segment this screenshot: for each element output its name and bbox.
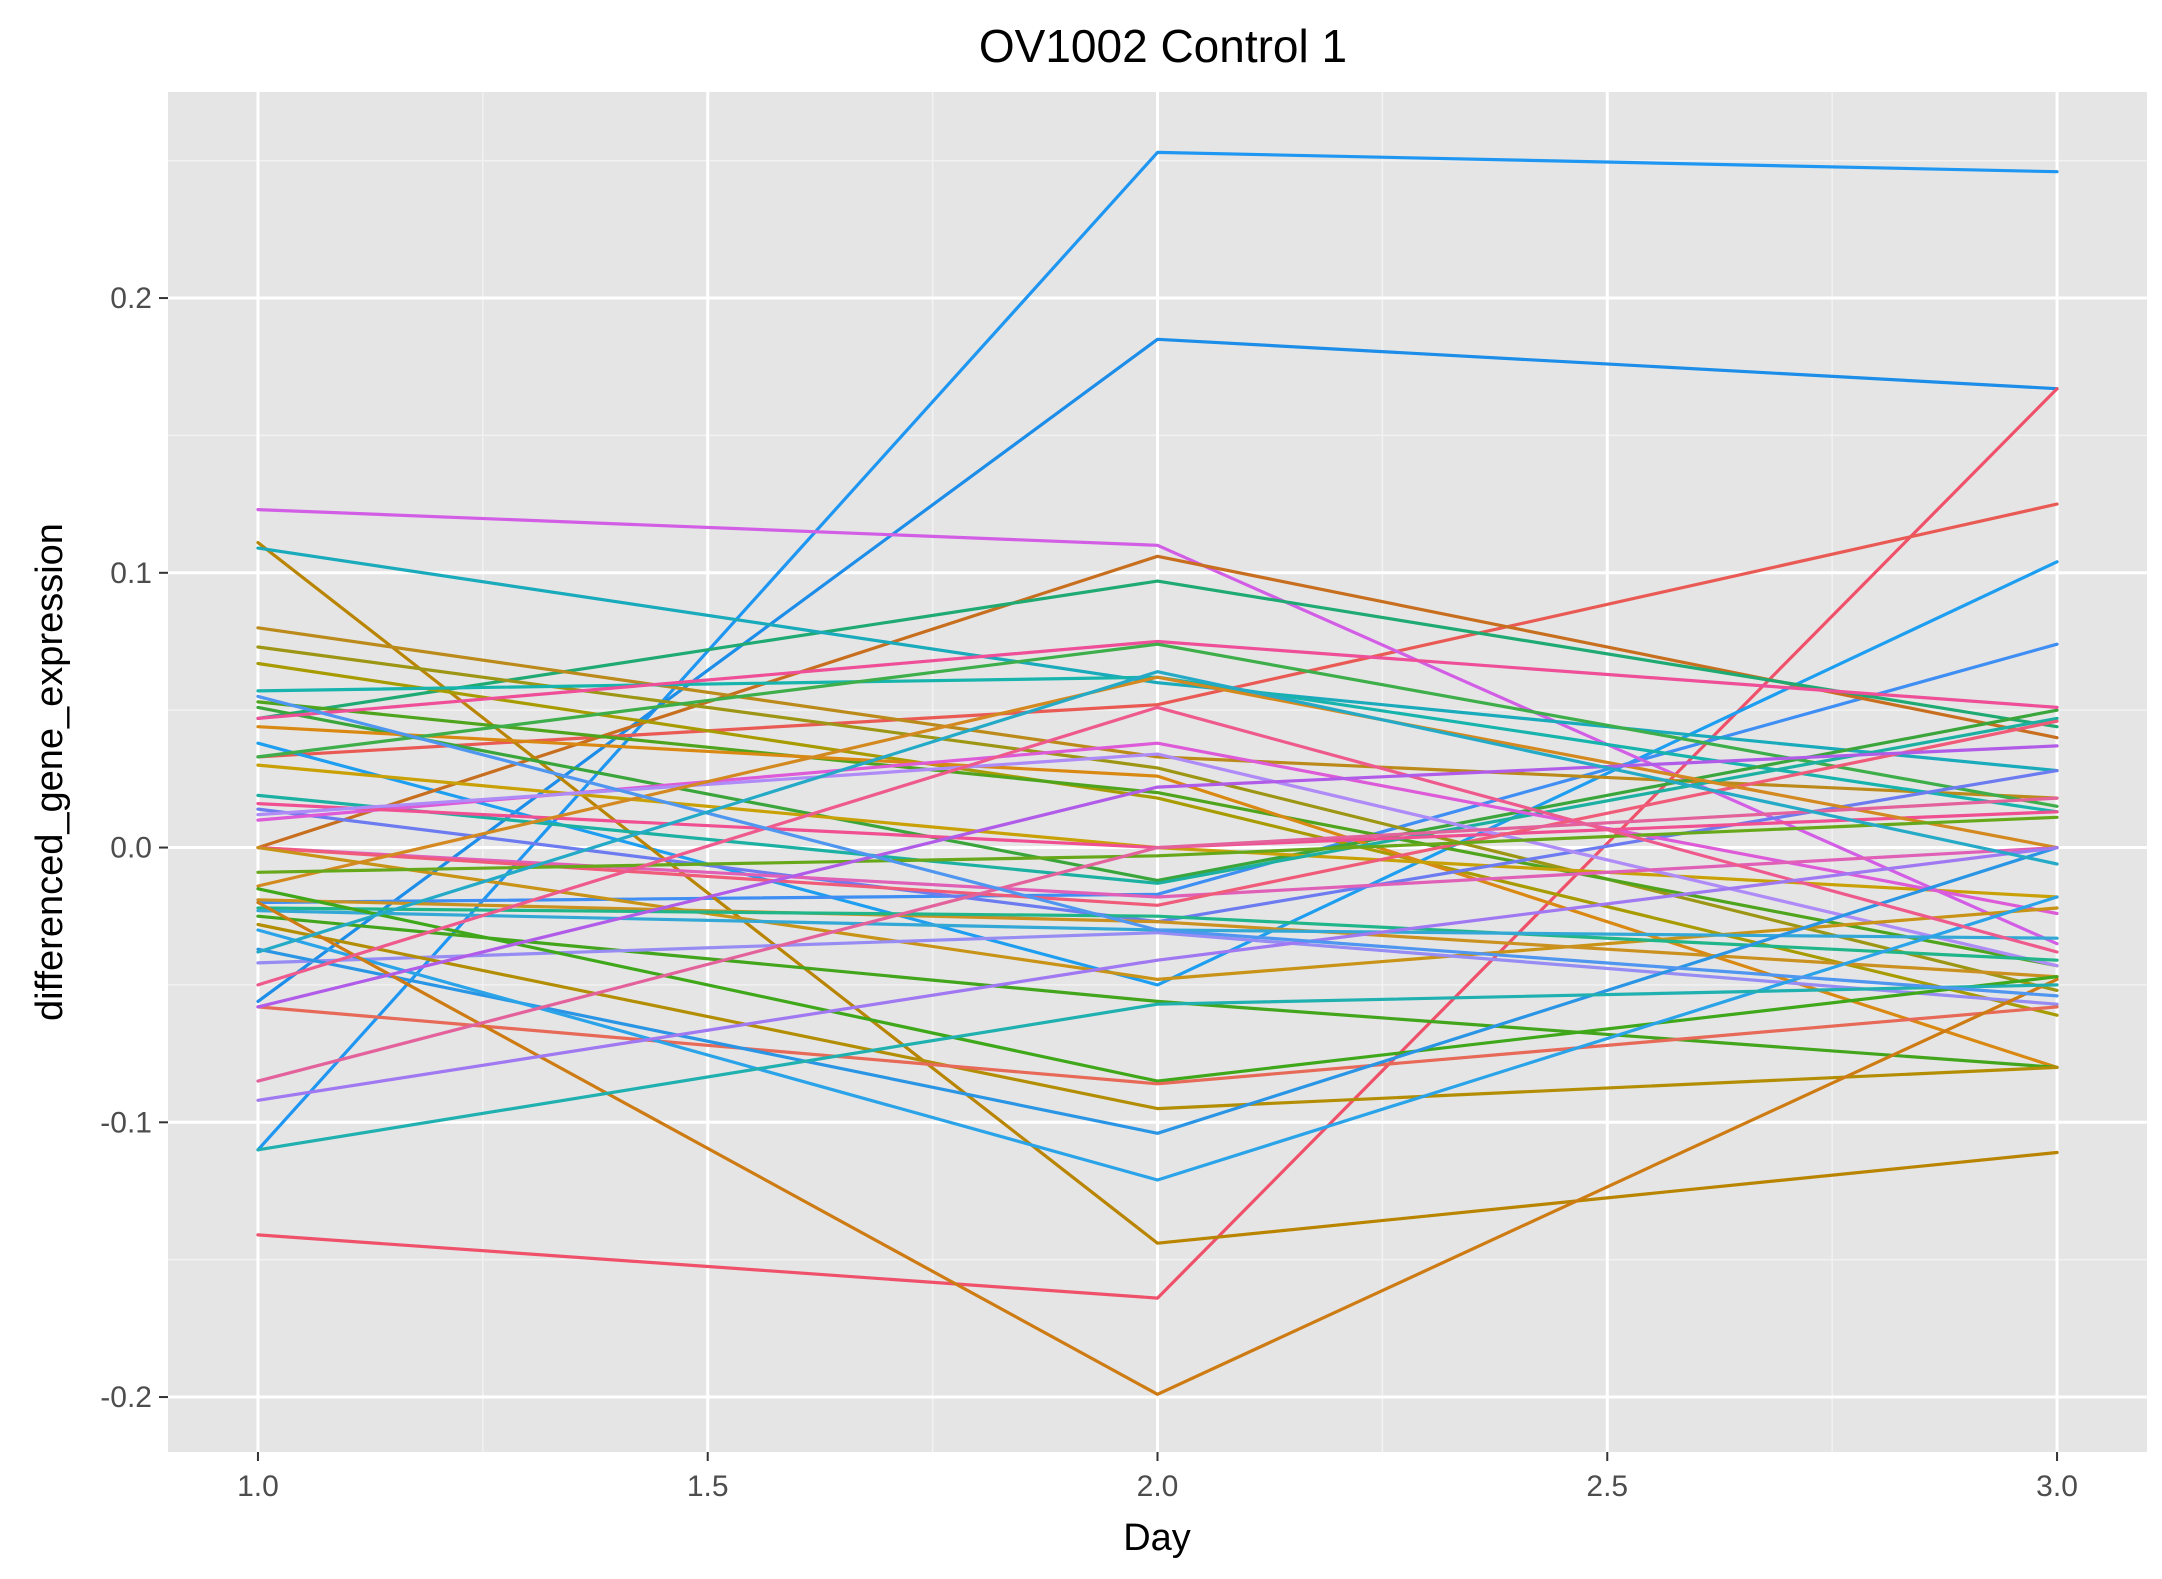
series-line-46	[256, 983, 2059, 1152]
series-line-49	[256, 670, 2059, 954]
series-line-43	[256, 705, 2059, 987]
y-tick-label: 0.0	[110, 832, 152, 865]
series-line-32	[256, 815, 2059, 874]
y-tick-label: 0.2	[110, 282, 152, 315]
series-line-38	[256, 887, 2059, 1083]
x-axis-title: Day	[1123, 1517, 1191, 1559]
series-line-6	[256, 642, 2059, 905]
x-tick-label: 1.0	[237, 1470, 279, 1503]
series-line-4	[256, 502, 2059, 759]
series-line-11	[256, 546, 2059, 773]
series-lines	[256, 150, 2059, 1396]
series-line-16	[256, 700, 2059, 968]
series-line-48	[256, 694, 2059, 998]
series-line-18	[256, 639, 2059, 721]
series-line-19	[256, 725, 2059, 1070]
series-line-27	[256, 845, 2059, 899]
x-tick-label: 2.0	[1137, 1470, 1179, 1503]
y-axis-ticks: -0.2 -0.1 0.0 0.1 0.2	[100, 282, 168, 1414]
series-line-7	[256, 508, 2059, 946]
x-tick-label: 2.5	[1586, 1470, 1628, 1503]
series-line-10	[256, 540, 2059, 1245]
x-tick-label: 3.0	[2036, 1470, 2078, 1503]
series-line-47	[256, 744, 2059, 1009]
y-axis-title: differenced_gene_expression	[29, 523, 71, 1021]
series-line-40	[256, 845, 2059, 1135]
y-tick-label: -0.1	[100, 1106, 152, 1139]
series-line-37	[256, 922, 2059, 1111]
series-line-31	[256, 898, 2059, 979]
series-line-42	[256, 900, 2059, 1396]
chart-title: OV1002 Control 1	[979, 20, 1347, 72]
series-line-22	[256, 716, 2059, 885]
series-line-30	[256, 675, 2059, 888]
series-line-44	[256, 796, 2059, 1083]
x-axis-ticks: 1.0 1.5 2.0 2.5 3.0	[237, 1452, 2078, 1503]
x-tick-label: 1.5	[687, 1470, 729, 1503]
series-line-33	[256, 914, 2059, 1070]
series-line-20	[256, 642, 2059, 808]
series-line-34	[256, 906, 2059, 962]
series-line-17	[256, 705, 2059, 883]
y-tick-label: -0.2	[100, 1381, 152, 1414]
series-line-2	[256, 337, 2059, 1004]
series-line-45	[256, 845, 2059, 1102]
y-tick-label: 0.1	[110, 557, 152, 590]
series-line-12	[256, 626, 2059, 800]
series-line-9	[256, 579, 2059, 729]
series-line-3	[256, 387, 2059, 1300]
series-line-39	[256, 1005, 2059, 1086]
series-line-26	[256, 752, 2059, 968]
